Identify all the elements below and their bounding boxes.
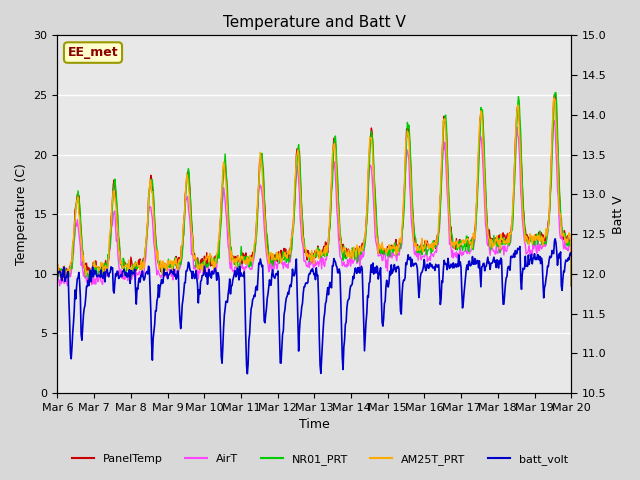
NR01_PRT [68,265,76,271]
AM25T_PRT [137,258,145,264]
Y-axis label: Temperature (C): Temperature (C) [15,163,28,265]
batt_volt [191,276,198,281]
AM25T_PRT [191,256,198,262]
Line: PanelTemp: PanelTemp [58,95,572,286]
AirT [54,276,61,282]
AM25T_PRT [550,96,558,101]
PanelTemp [221,160,229,166]
Line: AM25T_PRT: AM25T_PRT [58,98,572,286]
batt_volt [568,252,575,258]
batt_volt [243,371,251,377]
AM25T_PRT [568,283,575,288]
AirT [520,231,527,237]
AM25T_PRT [68,259,76,265]
AM25T_PRT [221,174,229,180]
AirT [487,243,495,249]
Text: EE_met: EE_met [68,46,118,59]
batt_volt [68,344,76,350]
Legend: PanelTemp, AirT, NR01_PRT, AM25T_PRT, batt_volt: PanelTemp, AirT, NR01_PRT, AM25T_PRT, ba… [68,450,572,469]
AirT [69,252,77,258]
Y-axis label: Batt V: Batt V [612,195,625,234]
NR01_PRT [54,266,61,272]
X-axis label: Time: Time [299,419,330,432]
PanelTemp [568,283,575,288]
PanelTemp [137,264,145,269]
AM25T_PRT [486,244,494,250]
PanelTemp [550,92,558,97]
AirT [568,283,575,288]
NR01_PRT [191,252,198,258]
Line: AirT: AirT [58,120,572,286]
PanelTemp [519,204,527,210]
AirT [222,209,230,215]
NR01_PRT [137,266,145,272]
batt_volt [137,272,145,278]
batt_volt [551,236,559,241]
AirT [191,263,199,268]
NR01_PRT [486,242,494,248]
batt_volt [520,266,527,272]
batt_volt [487,261,495,266]
AirT [56,283,63,288]
AirT [550,118,558,123]
PanelTemp [68,261,76,266]
NR01_PRT [568,283,575,288]
AM25T_PRT [54,266,61,272]
PanelTemp [486,236,494,242]
NR01_PRT [519,198,527,204]
AM25T_PRT [519,213,527,219]
NR01_PRT [221,151,229,157]
PanelTemp [54,261,61,267]
Title: Temperature and Batt V: Temperature and Batt V [223,15,406,30]
Line: batt_volt: batt_volt [58,239,572,374]
PanelTemp [191,251,198,257]
Line: NR01_PRT: NR01_PRT [58,93,572,286]
AirT [138,267,145,273]
batt_volt [54,276,61,282]
NR01_PRT [551,90,559,96]
batt_volt [221,306,229,312]
